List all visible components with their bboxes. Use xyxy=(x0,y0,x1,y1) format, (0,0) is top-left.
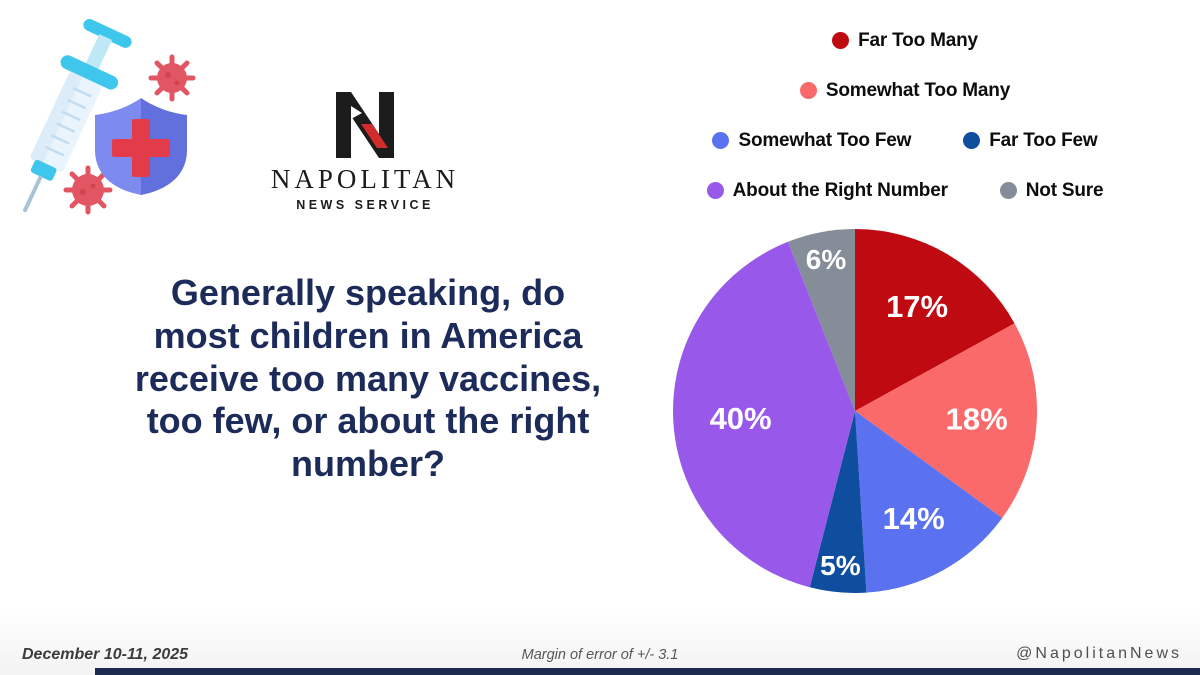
pie-slice-label: 40% xyxy=(710,401,772,436)
legend-dot-icon xyxy=(832,32,850,49)
legend-label: Not Sure xyxy=(1025,179,1104,201)
poll-question: Generally speaking, do most children in … xyxy=(134,272,602,485)
pie-slice xyxy=(855,229,1015,411)
logo-tagline: NEWS SERVICE xyxy=(296,198,434,212)
legend-row: About the Right Number Not Sure xyxy=(635,174,1175,207)
legend-row: Somewhat Too Many xyxy=(635,74,1175,107)
legend-dot-icon xyxy=(712,132,730,149)
legend-label: Somewhat Too Many xyxy=(825,79,1011,101)
legend-item-far-too-few: Far Too Few xyxy=(963,129,1098,152)
legend-row: Far Too Many xyxy=(635,24,1175,57)
pie-chart: 17% 18% 14% 5% 40% 6% xyxy=(650,206,1060,616)
legend-dot-icon xyxy=(963,132,981,149)
legend-item-far-too-many: Far Too Many xyxy=(832,30,978,52)
legend-dot-icon xyxy=(999,182,1017,199)
pie-slice xyxy=(788,229,855,411)
pie-slice-label: 6% xyxy=(806,244,847,275)
legend-label: About the Right Number xyxy=(732,179,948,201)
legend-item-somewhat-too-many: Somewhat Too Many xyxy=(799,79,1011,102)
chart-legend: Far Too Many Somewhat Too Many Somewhat … xyxy=(635,24,1175,224)
logo-name: NAPOLITAN xyxy=(270,164,460,194)
pie-slice xyxy=(855,411,1003,593)
shield-cross-icon xyxy=(95,98,187,195)
footer-margin-of-error: Margin of error of +/- 3.1 xyxy=(521,647,679,663)
legend-label: Far Too Few xyxy=(989,129,1098,151)
napolitan-logo-mark-icon xyxy=(336,92,394,158)
pie-slice xyxy=(809,411,867,593)
pie-chart-svg: 17% 18% 14% 5% 40% 6% xyxy=(673,229,1038,593)
pie-slice-label: 14% xyxy=(883,501,945,536)
virus-icon xyxy=(63,165,113,215)
vaccine-illustration-svg xyxy=(23,18,196,215)
napolitan-logo: NAPOLITAN NEWS SERVICE xyxy=(250,92,480,212)
footer-date: December 10-11, 2025 xyxy=(22,646,189,663)
legend-label: Somewhat Too Few xyxy=(738,129,912,151)
legend-item-somewhat-too-few: Somewhat Too Few xyxy=(712,130,911,152)
footer-social-handle: @NapolitanNews xyxy=(1016,645,1182,662)
legend-row: Somewhat Too Few Far Too Few xyxy=(635,124,1175,157)
legend-item-about-right-number: About the Right Number xyxy=(706,179,948,202)
pie-slice-label: 5% xyxy=(820,550,861,581)
legend-dot-icon xyxy=(799,82,817,99)
pie-slice-label: 17% xyxy=(886,289,948,324)
legend-item-not-sure: Not Sure xyxy=(999,179,1104,202)
legend-label: Far Too Many xyxy=(858,29,978,51)
pie-slice-label: 18% xyxy=(946,402,1008,437)
virus-icon xyxy=(148,54,196,102)
bottom-accent-bar xyxy=(95,668,1200,675)
legend-dot-icon xyxy=(706,182,724,199)
pie-slice xyxy=(673,241,855,588)
vaccine-illustration xyxy=(8,8,238,223)
pie-slice xyxy=(855,323,1038,518)
syringe-icon xyxy=(23,18,132,213)
